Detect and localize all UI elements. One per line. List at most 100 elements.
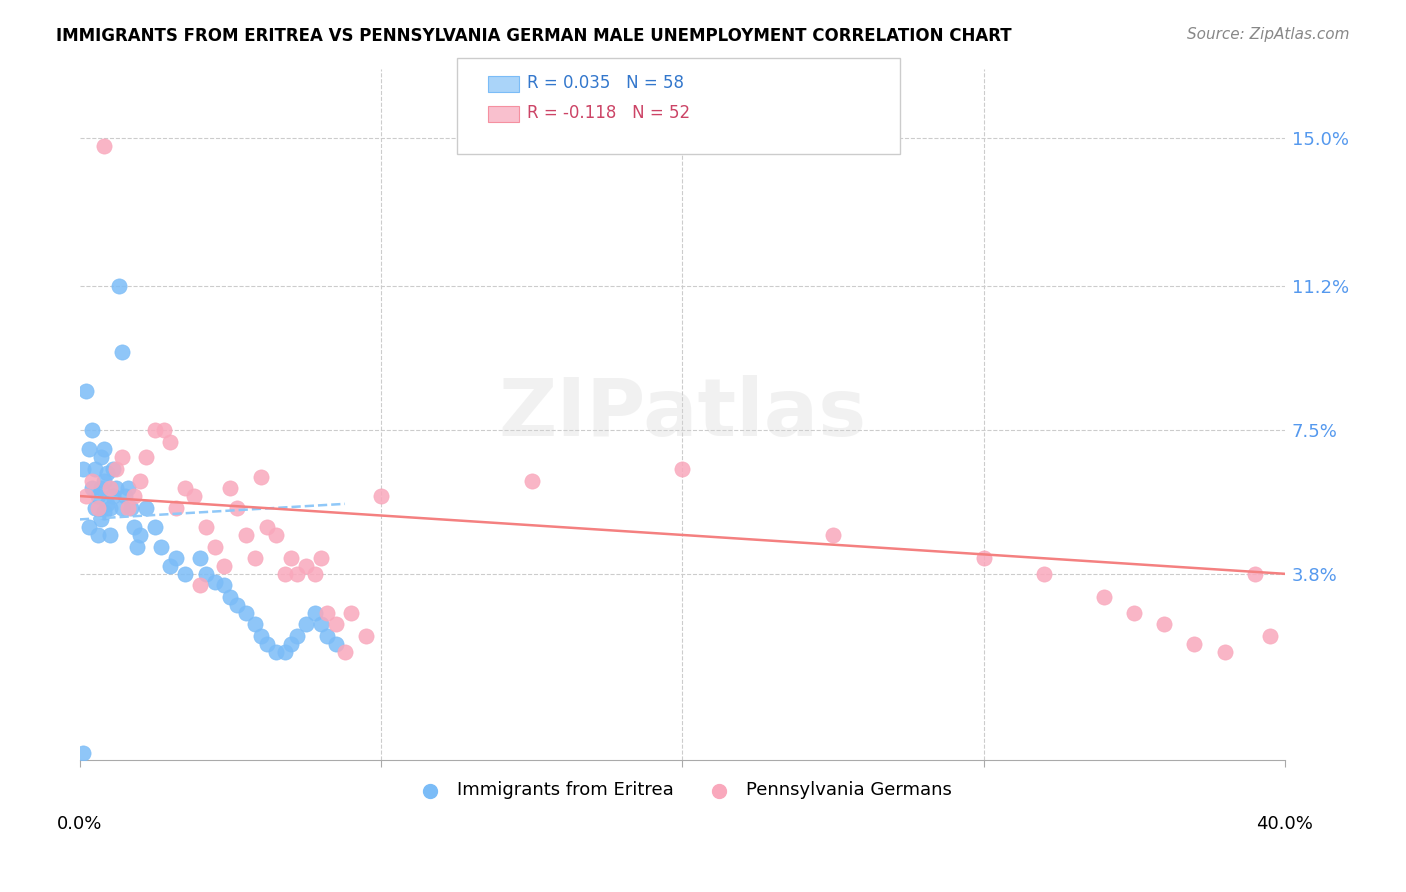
Point [214,559,236,574]
Point [315,606,337,620]
Point [87,489,110,503]
Point [174,481,197,495]
Point [1243,566,1265,581]
Point [243,617,266,632]
Point [273,644,295,658]
Point [280,551,302,566]
Text: 0.0%: 0.0% [58,814,103,833]
Text: 40.0%: 40.0% [1257,814,1313,833]
Point [183,489,205,503]
Point [80,423,103,437]
Point [129,528,152,542]
Point [90,481,112,495]
Text: R = 0.035   N = 58: R = 0.035 N = 58 [527,74,685,92]
Point [98,528,121,542]
Text: R = -0.118   N = 52: R = -0.118 N = 52 [527,104,690,122]
Point [105,462,128,476]
Point [75,489,97,503]
Point [114,489,136,503]
Point [309,617,332,632]
Point [249,629,271,643]
Point [285,629,308,643]
Point [84,500,107,515]
Point [80,474,103,488]
Point [243,551,266,566]
Point [1213,644,1236,658]
Point [235,606,257,620]
Point [90,512,112,526]
Point [304,566,326,581]
Point [135,500,157,515]
Point [354,629,377,643]
Point [1153,617,1175,632]
Point [174,566,197,581]
Point [105,481,128,495]
Point [1123,606,1146,620]
Point [96,466,118,480]
Point [143,520,166,534]
Point [127,540,149,554]
Point [117,500,139,515]
Point [159,559,181,574]
Point [117,481,139,495]
Point [520,474,543,488]
Point [285,566,308,581]
Point [101,489,124,503]
Point [214,578,236,592]
Point [204,574,226,589]
Point [190,551,212,566]
Point [122,520,145,534]
Point [294,559,316,574]
Text: Source: ZipAtlas.com: Source: ZipAtlas.com [1187,27,1350,42]
Point [108,279,131,293]
Point [225,500,247,515]
Text: ZIPatlas: ZIPatlas [498,376,866,453]
Point [84,462,107,476]
Point [225,598,247,612]
Point [93,474,115,488]
Point [93,505,115,519]
Point [93,139,115,153]
Point [219,481,242,495]
Point [264,644,287,658]
Point [72,462,94,476]
Point [249,469,271,483]
Point [190,578,212,592]
Point [1182,637,1205,651]
Point [72,746,94,760]
Point [90,450,112,465]
Point [195,566,218,581]
Point [93,442,115,457]
Point [1258,629,1281,643]
Point [264,528,287,542]
Point [671,462,693,476]
Point [204,540,226,554]
Point [111,450,134,465]
Point [235,528,257,542]
Point [101,462,124,476]
Point [143,423,166,437]
Point [219,590,242,604]
Legend: Immigrants from Eritrea, Pennsylvania Germans: Immigrants from Eritrea, Pennsylvania Ge… [405,774,959,806]
Point [129,474,152,488]
Point [1092,590,1115,604]
Point [340,606,363,620]
Point [309,551,332,566]
Point [75,384,97,398]
Point [165,551,187,566]
Point [111,345,134,359]
Point [87,528,110,542]
Point [122,489,145,503]
Point [256,637,278,651]
Point [294,617,316,632]
Point [195,520,218,534]
Point [98,481,121,495]
Point [96,497,118,511]
Point [280,637,302,651]
Point [77,442,100,457]
Point [111,500,134,515]
Point [256,520,278,534]
Point [370,489,392,503]
Point [821,528,844,542]
Point [159,434,181,449]
